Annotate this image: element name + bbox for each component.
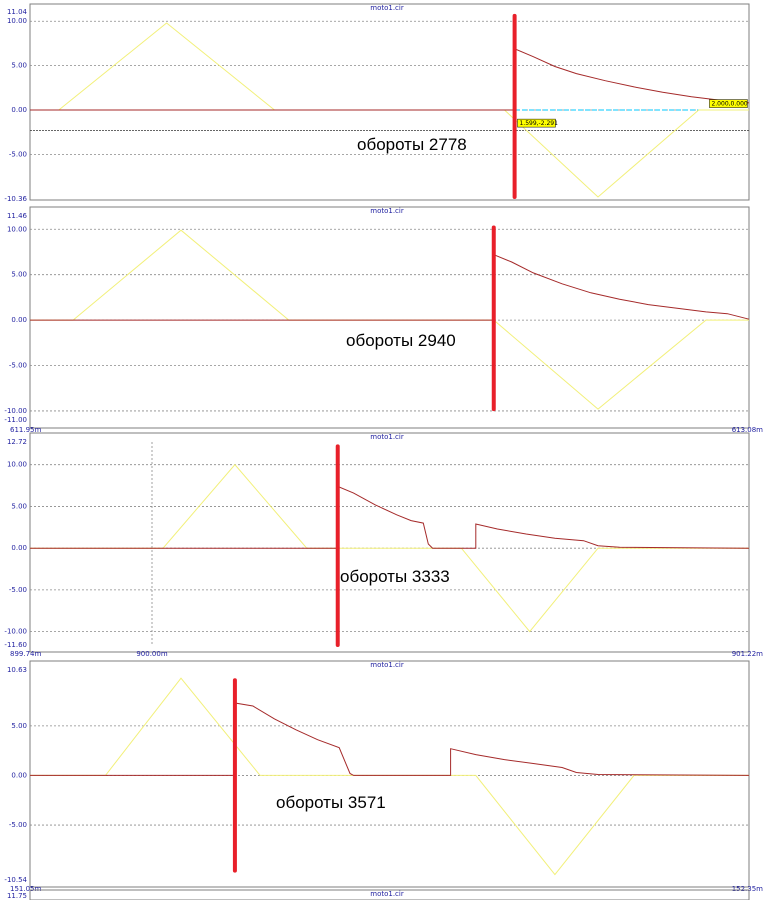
x-label-start: 611.95m <box>10 426 41 434</box>
chart-panel-2: moto1.cir 11.46 10.00 5.00 0.00 -5.00 -10.00-1… <box>4 206 763 434</box>
y-tick-label: -11.60 <box>4 641 27 649</box>
series-line-red <box>30 48 750 111</box>
chart-panel-5: moto1.cir 11.75 <box>7 889 750 900</box>
y-tick-label: 0.00 <box>11 106 27 114</box>
y-tick-label: 5.00 <box>11 722 27 730</box>
y-tick-label: 11.04 <box>7 8 28 16</box>
cursor-label-box <box>517 118 556 128</box>
y-tick-label: -5.00 <box>9 362 27 370</box>
y-tick-label: 10.00 <box>7 461 27 469</box>
y-tick-label: 12.72 <box>7 438 27 446</box>
y-tick-label: 5.00 <box>11 271 27 279</box>
y-tick-label: -10.36 <box>4 195 27 203</box>
panel-frame <box>29 206 750 429</box>
x-label-mid: 900.00m <box>136 650 167 658</box>
x-label-end: 152.35m <box>732 885 763 893</box>
y-tick-label: 0.00 <box>11 316 27 324</box>
y-tick-label: 10.63 <box>7 666 27 674</box>
y-tick-label: 10.00 <box>7 17 27 25</box>
x-label-end: 613.08m <box>732 426 763 434</box>
y-tick-label: -10.54 <box>4 876 27 884</box>
panel-frame <box>29 3 750 201</box>
y-tick-label: 0.00 <box>11 544 27 552</box>
chart-title: moto1.cir <box>370 4 404 12</box>
y-tick-label: -5.00 <box>9 150 27 158</box>
chart-title: moto1.cir <box>370 433 404 441</box>
y-tick-label: -11.00 <box>4 416 27 424</box>
y-tick-label: -10.00 <box>4 628 27 636</box>
panel-frame <box>29 432 750 653</box>
series-line-red <box>30 253 750 321</box>
y-tick-label: -5.00 <box>9 586 27 594</box>
cursor-label-box <box>709 99 748 108</box>
y-tick-label: 10.00 <box>7 225 27 233</box>
series-line-yellow <box>30 677 749 876</box>
y-tick-label: 0.00 <box>11 771 27 779</box>
y-tick-label: 11.75 <box>7 892 27 900</box>
chart-title: moto1.cir <box>370 661 404 669</box>
x-label-end: 901.22m <box>732 650 763 658</box>
chart-title: moto1.cir <box>370 890 404 898</box>
chart-panel-3: moto1.cir 12.72 10.00 5.00 0.00 -5.00 -10.00 -1… <box>4 432 763 658</box>
chart-title: moto1.cir <box>370 207 404 215</box>
panel-frame <box>29 889 750 900</box>
series-line-yellow <box>30 463 749 633</box>
series-line-red <box>30 702 750 776</box>
y-tick-label: 5.00 <box>11 502 27 510</box>
y-tick-label: -5.00 <box>9 821 27 829</box>
cursor-label: 1.599,-2.291 <box>519 120 558 127</box>
series-line-red <box>30 485 750 549</box>
y-tick-label: 5.00 <box>11 62 27 70</box>
rpm-annotation: обороты 2940 <box>346 331 456 350</box>
y-tick-label: 11.46 <box>7 212 28 220</box>
rpm-annotation: обороты 2778 <box>357 135 467 154</box>
cursor-label: 2.000,0.000 <box>711 101 747 108</box>
y-tick-label: -10.00 <box>4 407 27 415</box>
rpm-annotation: обороты 3571 <box>276 793 386 812</box>
x-label-start: 899.74m <box>10 650 41 658</box>
panel-frame <box>29 660 750 888</box>
chart-panel-4: moto1.cir 10.63 5.00 0.00 -5.00 -10.54151.05m… <box>4 660 763 893</box>
x-label-start: 151.05m <box>10 885 41 893</box>
rpm-annotation: обороты 3333 <box>340 567 450 586</box>
